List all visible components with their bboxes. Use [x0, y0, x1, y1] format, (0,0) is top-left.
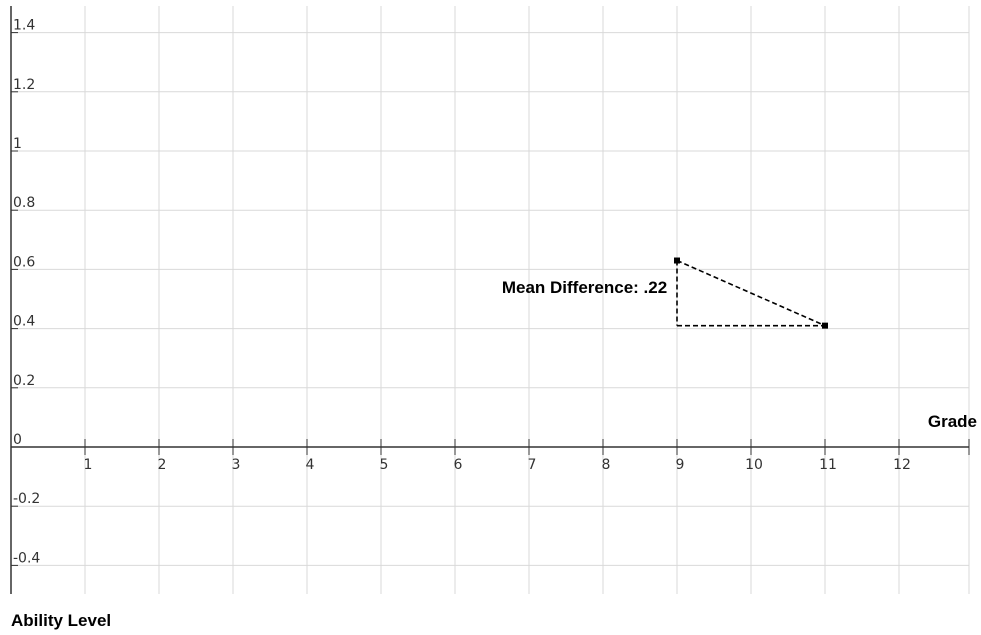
y-tick-label: 0.6: [13, 254, 35, 270]
x-tick-label: 3: [232, 457, 241, 473]
y-tick-label: -0.2: [13, 491, 40, 507]
x-axis-title: Grade: [928, 412, 977, 431]
grid: [11, 6, 970, 594]
y-tick-label: 0: [13, 432, 22, 448]
mean-difference-annotation: Mean Difference: .22: [502, 278, 667, 297]
x-tick-label: 8: [602, 457, 611, 473]
x-tick-label: 7: [528, 457, 537, 473]
series-line: [676, 259, 826, 327]
y-tick-label: 1: [13, 136, 22, 152]
x-tick-label: 10: [745, 457, 763, 473]
data-point: [822, 322, 828, 329]
x-tick-label: 1: [84, 457, 93, 473]
x-tick-label: 11: [819, 457, 837, 473]
axes: [10, 6, 969, 594]
x-tick-label: 6: [454, 457, 463, 473]
y-tick-label: 1.4: [13, 18, 35, 34]
x-tick-label: 5: [380, 457, 389, 473]
y-tick-label: 0.8: [13, 195, 35, 211]
data-point: [674, 257, 680, 264]
x-tick-label: 2: [158, 457, 167, 473]
labels: 1 2 3 4 5 6 7 8 9 10 11 12-0.4-0.200.20.40.60.811.2…: [11, 18, 977, 630]
x-tick-label: 9: [676, 457, 685, 473]
x-tick-label: 4: [306, 457, 315, 473]
x-tick-label: 12: [893, 457, 911, 473]
y-tick-label: -0.4: [13, 550, 40, 566]
y-axis-title: Ability Level: [11, 611, 111, 630]
y-tick-label: 0.2: [13, 373, 35, 389]
data-layer: [674, 257, 828, 329]
tick-marks: [11, 32, 970, 566]
y-tick-label: 1.2: [13, 77, 35, 93]
y-tick-label: 0.4: [13, 314, 35, 330]
